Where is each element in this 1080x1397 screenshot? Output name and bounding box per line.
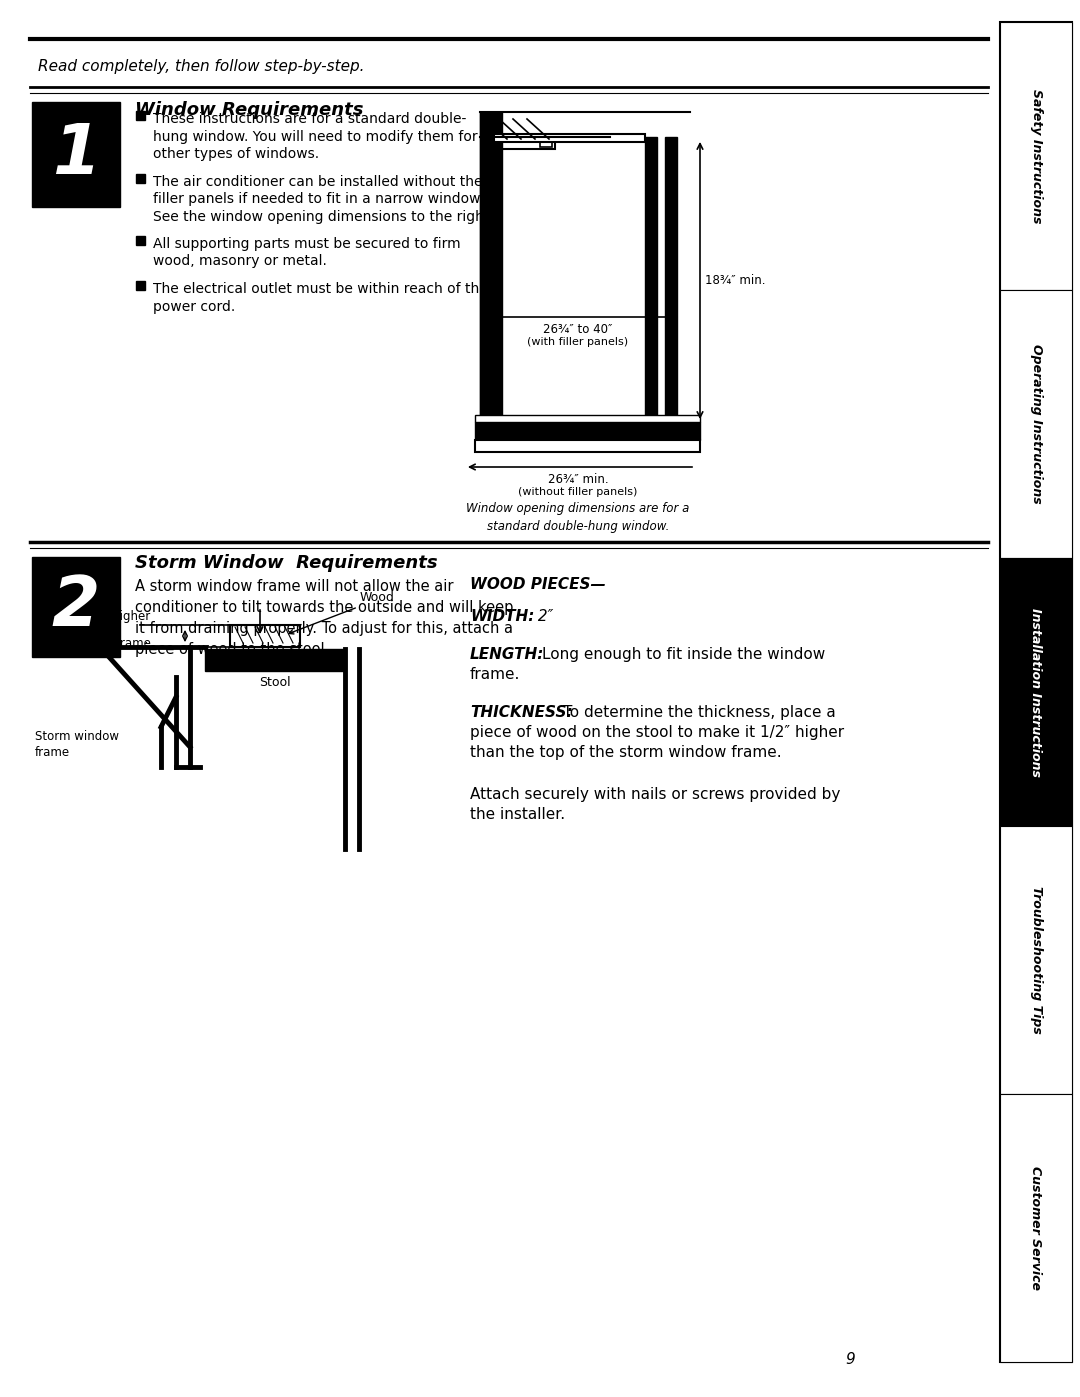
Text: These instructions are for a standard double-: These instructions are for a standard do… [153,112,467,126]
Bar [1000,557,1072,826]
Bar [32,557,120,657]
Text: frame.: frame. [470,666,521,682]
Text: power cord.: power cord. [153,299,235,313]
Text: Read completely, then follow step-by-step.: Read completely, then follow step-by-ste… [38,59,365,74]
Text: See the window opening dimensions to the right.: See the window opening dimensions to the… [153,210,494,224]
Bar [1000,1094,1072,1362]
Text: Troubleshooting Tips: Troubleshooting Tips [1029,886,1042,1034]
Bar [540,138,552,147]
Text: Attach securely with nails or screws provided by: Attach securely with nails or screws pro… [470,787,840,802]
Text: All supporting parts must be secured to firm: All supporting parts must be secured to … [153,237,461,251]
Bar [136,281,145,291]
Bar [475,415,700,422]
Text: wood, masonry or metal.: wood, masonry or metal. [153,254,327,268]
Text: 26¾″ min.: 26¾″ min. [548,474,608,486]
Text: Long enough to fit inside the window: Long enough to fit inside the window [542,647,825,662]
Text: Wood: Wood [360,591,395,604]
Text: WIDTH:: WIDTH: [470,609,535,624]
Text: WOOD PIECES—: WOOD PIECES— [470,577,606,592]
Bar [32,102,120,207]
Text: 1/2″ higher: 1/2″ higher [85,610,150,623]
Bar [645,137,657,422]
Text: Operating Instructions: Operating Instructions [1029,344,1042,504]
Text: the installer.: the installer. [470,807,565,821]
Text: LENGTH:: LENGTH: [470,647,544,662]
Bar [494,134,645,142]
Text: Customer Service: Customer Service [1029,1166,1042,1289]
Text: piece of wood on the stool to make it 1/2″ higher: piece of wood on the stool to make it 1/… [470,725,845,740]
Text: THICKNESS:: THICKNESS: [470,705,572,719]
Bar [1000,291,1072,557]
Bar [205,650,345,671]
Bar [136,110,145,120]
Text: 26¾″ to 40″: 26¾″ to 40″ [543,323,612,337]
Bar [136,236,145,244]
Text: (with filler panels): (with filler panels) [527,337,629,346]
Text: (without filler panels): (without filler panels) [518,488,637,497]
Text: filler panels if needed to fit in a narrow window.: filler panels if needed to fit in a narr… [153,191,484,205]
Text: 9: 9 [846,1352,855,1368]
Text: Safety Instructions: Safety Instructions [1029,89,1042,224]
Text: Window Requirements: Window Requirements [135,101,364,119]
Bar [490,137,555,149]
Text: Storm window: Storm window [35,731,119,743]
Text: frame: frame [35,746,70,759]
Text: Storm Window  Requirements: Storm Window Requirements [135,555,437,571]
Bar [480,112,502,422]
Text: The air conditioner can be installed without the: The air conditioner can be installed wit… [153,175,483,189]
Text: 2: 2 [52,574,100,640]
Text: To determine the thickness, place a: To determine the thickness, place a [563,705,836,719]
Text: A storm window frame will not allow the air
conditioner to tilt towards the outs: A storm window frame will not allow the … [135,578,513,657]
Text: Stool: Stool [259,676,291,689]
Bar [1000,22,1072,1362]
Bar [230,624,300,647]
Bar [475,440,700,453]
Bar [1000,826,1072,1094]
Text: 1: 1 [52,122,100,189]
Text: than frame: than frame [85,637,151,650]
Text: The electrical outlet must be within reach of the: The electrical outlet must be within rea… [153,282,488,296]
Text: other types of windows.: other types of windows. [153,147,319,161]
Text: than the top of the storm window frame.: than the top of the storm window frame. [470,745,782,760]
Text: Installation Instructions: Installation Instructions [1029,608,1042,777]
Bar [665,137,677,422]
Text: Window opening dimensions are for a
standard double-hung window.: Window opening dimensions are for a stan… [467,502,690,534]
Text: 18¾″ min.: 18¾″ min. [705,274,766,286]
Bar [480,112,494,422]
Bar [475,422,700,440]
Bar [1000,22,1072,291]
Text: 2″: 2″ [534,609,553,624]
Text: hung window. You will need to modify them for: hung window. You will need to modify the… [153,130,477,144]
Bar [136,173,145,183]
